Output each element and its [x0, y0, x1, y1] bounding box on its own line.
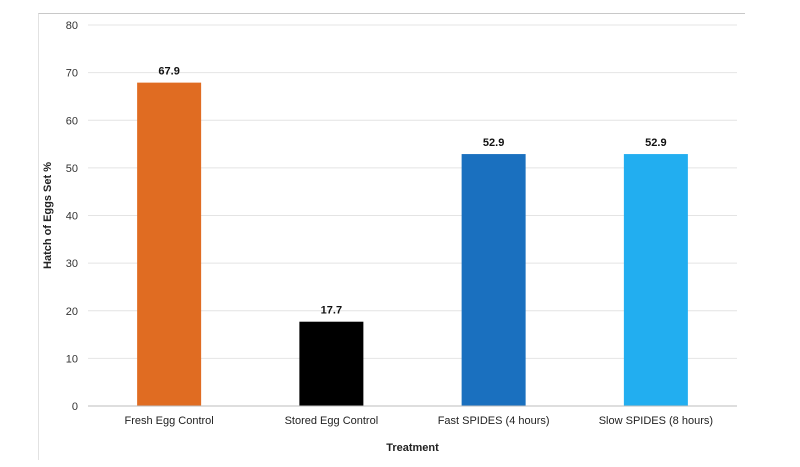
- chart-frame: [38, 13, 745, 460]
- x-category-label: Fast SPIDES (4 hours): [438, 415, 550, 427]
- bar: [137, 82, 202, 406]
- y-tick-label: 30: [66, 258, 78, 270]
- y-tick-label: 10: [66, 353, 78, 365]
- bar: [461, 154, 526, 406]
- x-category-label: Fresh Egg Control: [124, 415, 213, 427]
- bar-value-label: 52.9: [645, 137, 666, 149]
- x-category-label: Slow SPIDES (8 hours): [599, 415, 713, 427]
- bar-value-label: 17.7: [321, 305, 342, 317]
- bar: [623, 154, 688, 406]
- y-tick-label: 80: [66, 20, 78, 32]
- x-axis-categories: Fresh Egg Control Stored Egg Control Fast …: [124, 415, 713, 427]
- y-tick-label: 70: [66, 68, 78, 80]
- y-tick-label: 40: [66, 211, 78, 223]
- y-tick-label: 50: [66, 163, 78, 175]
- y-tick-label: 60: [66, 115, 78, 127]
- y-tick-label: 0: [72, 401, 78, 413]
- x-axis-title: Treatment: [386, 442, 439, 454]
- x-category-label: Stored Egg Control: [285, 415, 379, 427]
- bar-value-label: 67.9: [158, 66, 179, 78]
- bar-value-label: 52.9: [483, 137, 504, 149]
- bars: [137, 82, 688, 406]
- y-tick-label: 20: [66, 306, 78, 318]
- y-axis-title: Hatch of Eggs Set %: [42, 162, 54, 269]
- y-axis-ticks: 0 10 20 30 40 50 60 70 80: [66, 20, 78, 413]
- bar: [299, 321, 364, 406]
- value-labels: 67.9 17.7 52.9 52.9: [158, 66, 666, 317]
